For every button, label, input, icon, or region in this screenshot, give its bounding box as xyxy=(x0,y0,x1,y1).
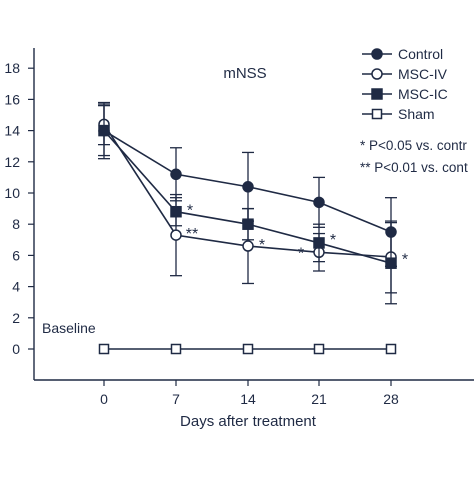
significance-marker: * xyxy=(298,246,304,263)
control-point xyxy=(313,196,325,209)
significance-marker: ** xyxy=(186,226,198,243)
chart-title: mNSS xyxy=(223,65,266,82)
legend-label: MSC-IC xyxy=(398,86,448,102)
legend-marker xyxy=(371,68,383,80)
sham-point xyxy=(170,343,182,355)
y-tick-label: 16 xyxy=(4,91,20,107)
x-tick-label: 0 xyxy=(100,391,108,407)
y-tick-label: 6 xyxy=(12,247,20,263)
y-tick-label: 8 xyxy=(12,216,20,232)
sham-point xyxy=(313,343,325,355)
baseline-label: Baseline xyxy=(42,320,96,336)
x-tick-label: 28 xyxy=(383,391,399,407)
sham-point xyxy=(98,343,110,355)
control-point xyxy=(242,181,254,193)
msc-iv-point xyxy=(242,240,254,252)
x-tick-label: 21 xyxy=(311,391,327,407)
y-tick-label: 10 xyxy=(4,185,20,201)
sham-point xyxy=(242,343,254,355)
y-tick-label: 12 xyxy=(4,154,20,170)
msc-ic-point xyxy=(98,124,110,137)
legend-marker xyxy=(371,88,383,100)
y-tick-label: 4 xyxy=(12,279,20,295)
significance-marker: * xyxy=(259,237,265,254)
significance-marker: * xyxy=(402,252,408,269)
y-tick-label: 0 xyxy=(12,341,20,357)
msc-ic-point xyxy=(313,237,325,249)
legend-label: Control xyxy=(398,46,443,62)
significance-note: * P<0.05 vs. contr xyxy=(360,138,467,153)
x-tick-label: 7 xyxy=(172,391,180,407)
msc-ic-point xyxy=(385,257,397,269)
significance-marker: * xyxy=(330,232,336,249)
legend-marker xyxy=(371,48,383,60)
x-tick-label: 14 xyxy=(240,391,256,407)
y-tick-label: 18 xyxy=(4,60,20,76)
msc-ic-point xyxy=(242,218,254,230)
legend-label: MSC-IV xyxy=(398,66,448,82)
legend-marker xyxy=(371,108,383,120)
y-tick-label: 14 xyxy=(4,123,20,139)
y-tick-label: 2 xyxy=(12,310,20,326)
significance-marker: * xyxy=(187,203,193,220)
control-point xyxy=(170,168,182,181)
msc-iv-point xyxy=(170,229,182,241)
legend-label: Sham xyxy=(398,106,435,122)
sham-point xyxy=(385,343,397,355)
significance-note: ** P<0.01 vs. cont xyxy=(360,160,468,175)
x-axis-title: Days after treatment xyxy=(180,413,317,430)
msc-ic-point xyxy=(170,205,182,218)
